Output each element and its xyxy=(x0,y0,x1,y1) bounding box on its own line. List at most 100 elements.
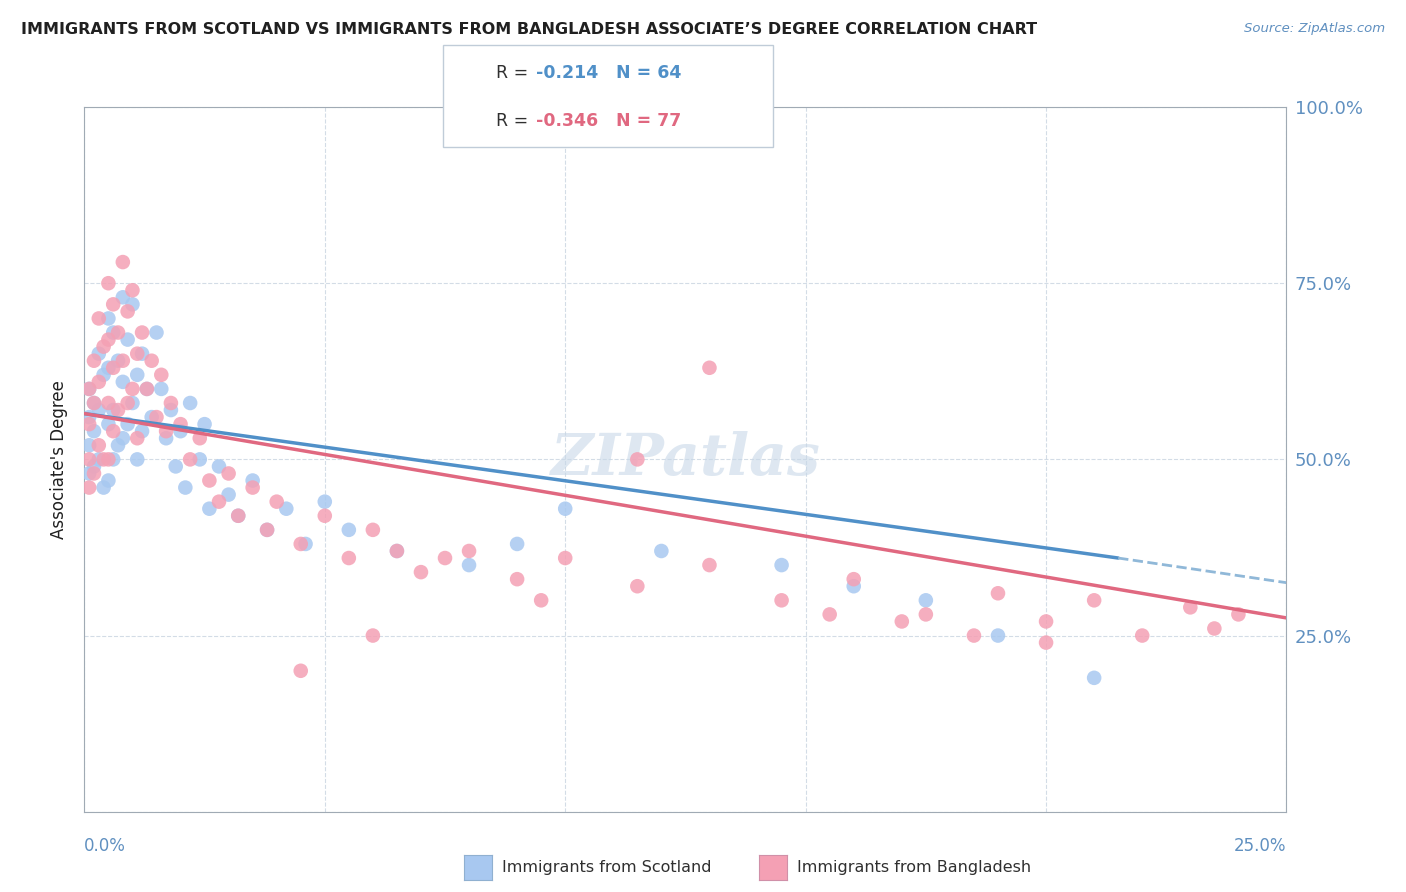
Point xyxy=(107,353,129,368)
Point xyxy=(97,417,120,431)
Point xyxy=(458,544,481,558)
Point xyxy=(188,431,211,445)
Point xyxy=(103,452,125,467)
Point xyxy=(77,382,100,396)
Point xyxy=(188,452,211,467)
Point xyxy=(699,558,721,573)
Text: Source: ZipAtlas.com: Source: ZipAtlas.com xyxy=(1244,22,1385,36)
Point xyxy=(93,481,115,495)
Point xyxy=(915,593,938,607)
Point xyxy=(150,382,173,396)
Point xyxy=(208,494,231,508)
Point xyxy=(385,544,408,558)
Point xyxy=(160,396,183,410)
Point xyxy=(97,333,120,347)
Point xyxy=(242,474,264,488)
Point xyxy=(155,431,177,445)
Point xyxy=(141,353,163,368)
Point xyxy=(127,431,149,445)
Point xyxy=(276,501,298,516)
Point xyxy=(97,277,120,291)
Point xyxy=(626,579,648,593)
Point xyxy=(650,544,672,558)
Point xyxy=(890,615,912,629)
Point xyxy=(121,283,143,297)
Point xyxy=(135,382,157,396)
Point xyxy=(83,459,105,474)
Point xyxy=(97,360,120,375)
Point xyxy=(1083,671,1105,685)
Y-axis label: Associate's Degree: Associate's Degree xyxy=(51,380,69,539)
Point xyxy=(117,396,139,410)
Point xyxy=(77,417,100,431)
Point xyxy=(169,417,191,431)
Point xyxy=(290,664,312,678)
Point xyxy=(198,501,221,516)
Point xyxy=(530,593,553,607)
Text: N = 77: N = 77 xyxy=(616,112,681,130)
Point xyxy=(842,572,865,586)
Point xyxy=(963,628,986,642)
Point xyxy=(121,382,143,396)
Point xyxy=(155,424,177,438)
Point xyxy=(294,537,316,551)
Point xyxy=(699,360,721,375)
Point xyxy=(77,467,100,481)
Point xyxy=(121,297,143,311)
Point xyxy=(97,311,120,326)
Point xyxy=(83,396,105,410)
Point xyxy=(179,452,201,467)
Point xyxy=(385,544,408,558)
Point xyxy=(107,326,129,340)
Point xyxy=(111,431,134,445)
Point xyxy=(256,523,278,537)
Point xyxy=(150,368,173,382)
Point xyxy=(83,353,105,368)
Text: Immigrants from Bangladesh: Immigrants from Bangladesh xyxy=(797,860,1032,874)
Point xyxy=(458,558,481,573)
Point xyxy=(117,333,139,347)
Point xyxy=(506,537,529,551)
Point xyxy=(290,537,312,551)
Point xyxy=(111,255,134,269)
Point xyxy=(218,487,240,501)
Point xyxy=(434,551,457,566)
Point xyxy=(194,417,217,431)
Point xyxy=(135,382,157,396)
Point xyxy=(409,565,432,579)
Point xyxy=(179,396,201,410)
Text: IMMIGRANTS FROM SCOTLAND VS IMMIGRANTS FROM BANGLADESH ASSOCIATE’S DEGREE CORREL: IMMIGRANTS FROM SCOTLAND VS IMMIGRANTS F… xyxy=(21,22,1038,37)
Point xyxy=(77,410,100,425)
Point xyxy=(145,410,167,425)
Point xyxy=(77,438,100,452)
Point xyxy=(169,424,191,438)
Point xyxy=(987,628,1010,642)
Point xyxy=(97,474,120,488)
Point xyxy=(915,607,938,622)
Point xyxy=(361,523,384,537)
Point xyxy=(77,481,100,495)
Point xyxy=(1130,628,1153,642)
Point xyxy=(314,508,336,523)
Point xyxy=(1180,600,1202,615)
Text: R =: R = xyxy=(496,112,534,130)
Point xyxy=(103,424,125,438)
Point xyxy=(121,396,143,410)
Point xyxy=(83,396,105,410)
Point xyxy=(107,438,129,452)
Point xyxy=(242,481,264,495)
Text: Immigrants from Scotland: Immigrants from Scotland xyxy=(502,860,711,874)
Point xyxy=(1035,615,1057,629)
Point xyxy=(1227,607,1250,622)
Point xyxy=(93,340,115,354)
Point xyxy=(198,474,221,488)
Point xyxy=(987,586,1010,600)
Point xyxy=(103,297,125,311)
Point xyxy=(337,523,360,537)
Point xyxy=(226,508,249,523)
Point xyxy=(1035,635,1057,649)
Point xyxy=(77,452,100,467)
Point xyxy=(87,311,110,326)
Point xyxy=(506,572,529,586)
Point xyxy=(131,346,153,360)
